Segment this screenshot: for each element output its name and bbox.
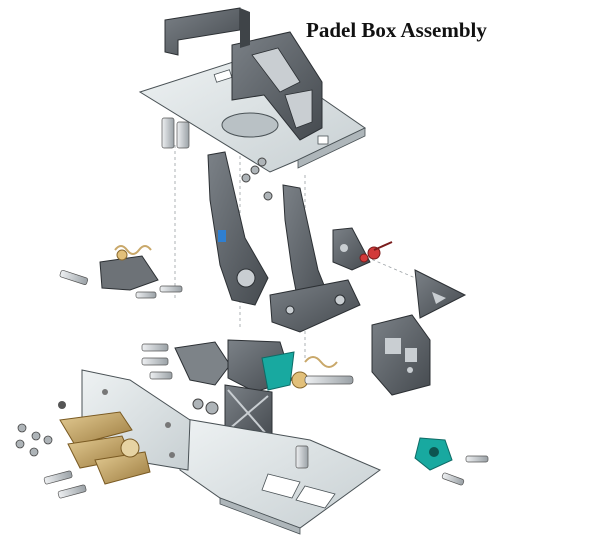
top-plate-bolts [161,117,273,201]
base-plate [179,417,382,535]
teal-sensor [414,437,489,486]
center-cross-brace [192,384,273,441]
spring-assembly-left [59,245,183,299]
center-pedal-arm [269,184,361,333]
pivot-block [371,314,431,396]
master-cylinders [15,401,151,499]
right-mount-bracket [332,227,393,271]
diagram-title: Padel Box Assembly [306,18,487,42]
top-bracket [164,7,323,141]
left-pedal-arm [207,151,269,306]
spring-assembly-center [141,339,354,393]
top-plate [138,53,366,173]
triangle-gusset [414,269,467,319]
